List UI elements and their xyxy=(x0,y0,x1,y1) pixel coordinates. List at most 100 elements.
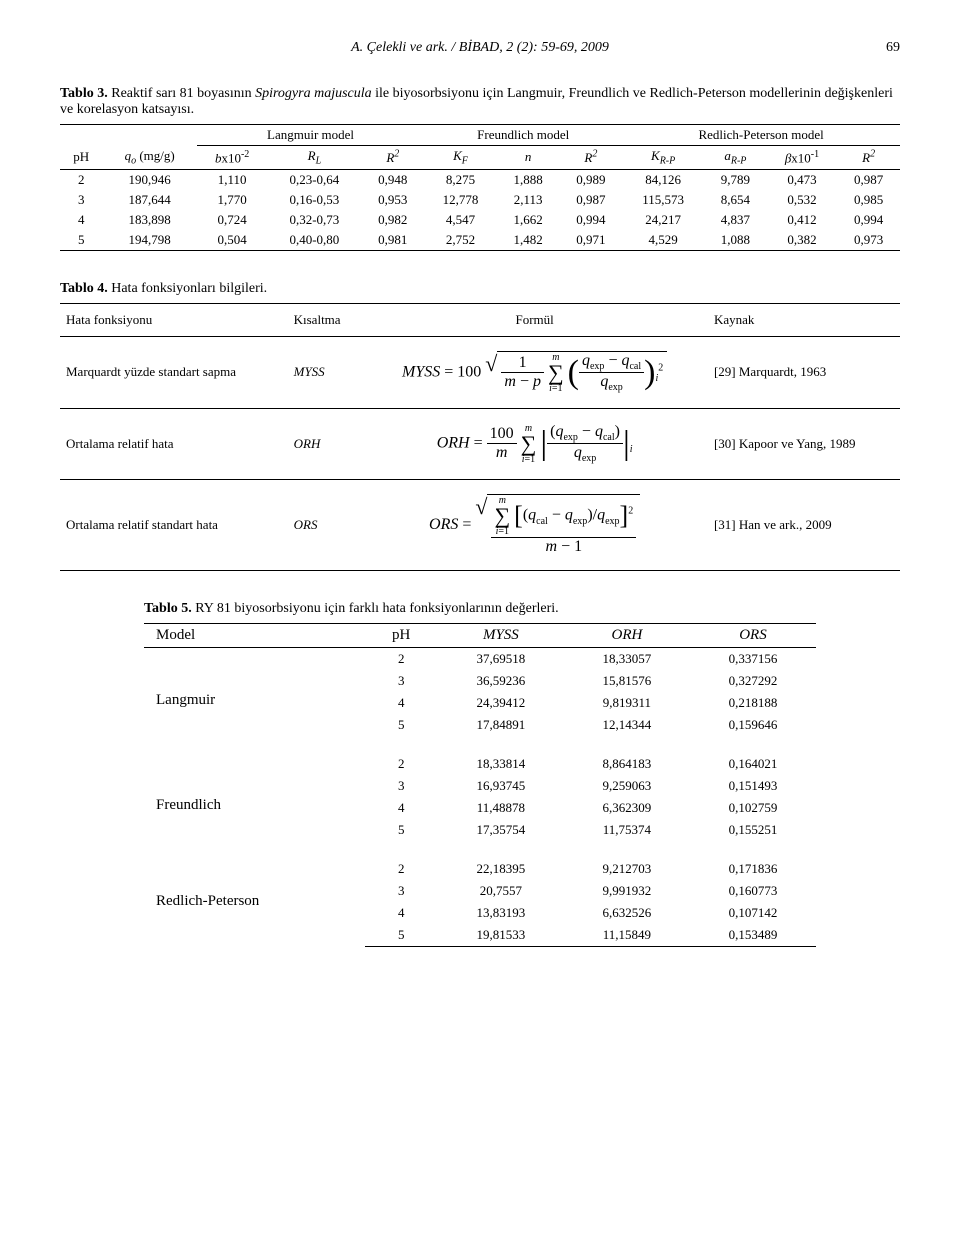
table3-cell: 0,987 xyxy=(560,190,623,210)
table4-orh-ref: [30] Kapoor ve Yang, 1989 xyxy=(708,408,900,479)
table4-myss-abbr: MYSS xyxy=(288,336,362,408)
table3-col-krp: KR-P xyxy=(622,146,704,170)
table3-cell: 4,529 xyxy=(622,230,704,251)
table4-col-name: Hata fonksiyonu xyxy=(60,303,288,336)
table3-cell: 1,662 xyxy=(497,210,560,230)
table3-cell: 4,837 xyxy=(704,210,767,230)
table3-cell: 0,971 xyxy=(560,230,623,251)
table5-cell: 15,81576 xyxy=(564,670,690,692)
table3-col-r2c: R2 xyxy=(837,146,900,170)
table5-cell: 0,218188 xyxy=(690,692,816,714)
table5: Model pH MYSS ORH ORS Langmuir237,695181… xyxy=(144,623,816,947)
table4-myss-formula: MYSS = 100 √ 1m − p m∑i=1 (qexp − qcalqe… xyxy=(361,336,708,408)
table3-row: 3187,6441,7700,16-0,530,95312,7782,1130,… xyxy=(60,190,900,210)
table4-ors-ref: [31] Han ve ark., 2009 xyxy=(708,479,900,570)
table5-row: Langmuir237,6951818,330570,337156 xyxy=(144,647,816,670)
table5-cell: 37,69518 xyxy=(438,647,564,670)
table4-orh-name: Ortalama relatif hata xyxy=(60,408,288,479)
table5-cell: 3 xyxy=(365,670,438,692)
table5-cell: 20,7557 xyxy=(438,880,564,902)
table4: Hata fonksiyonu Kısaltma Formül Kaynak M… xyxy=(60,303,900,571)
table3-cell: 194,798 xyxy=(102,230,197,251)
table5-cell: 4 xyxy=(365,692,438,714)
table5-cell: 0,171836 xyxy=(690,858,816,880)
table4-caption: Tablo 4. Hata fonksiyonları bilgileri. xyxy=(60,281,900,297)
page-number: 69 xyxy=(886,40,900,56)
table3-cell: 0,994 xyxy=(837,210,900,230)
table4-col-formula: Formül xyxy=(361,303,708,336)
table5-label: Tablo 5. xyxy=(144,601,192,616)
table5-cell: 0,337156 xyxy=(690,647,816,670)
table5-col-ors: ORS xyxy=(690,623,816,647)
table3-cell: 0,382 xyxy=(767,230,837,251)
table5-cell: 5 xyxy=(365,819,438,858)
table3-row: 4183,8980,7240,32-0,730,9824,5471,6620,9… xyxy=(60,210,900,230)
table3-cell: 84,126 xyxy=(622,169,704,190)
table3-col-beta: βx10-1 xyxy=(767,146,837,170)
table5-cell: 18,33057 xyxy=(564,647,690,670)
table5-cell: 4 xyxy=(365,797,438,819)
table3-cell: 0,16-0,53 xyxy=(267,190,361,210)
table5-model-name: Redlich-Peterson xyxy=(144,858,365,947)
table4-col-ref: Kaynak xyxy=(708,303,900,336)
table5-cell: 6,632526 xyxy=(564,902,690,924)
table5-cell: 11,48878 xyxy=(438,797,564,819)
table3-col-arp: aR-P xyxy=(704,146,767,170)
table5-cell: 9,991932 xyxy=(564,880,690,902)
table3-cell: 0,982 xyxy=(361,210,424,230)
table3-col-r2a: R2 xyxy=(361,146,424,170)
table3-cell: 0,532 xyxy=(767,190,837,210)
table3-group-redlich: Redlich-Peterson model xyxy=(622,125,900,146)
table3-cell: 0,987 xyxy=(837,169,900,190)
table5-cell: 9,212703 xyxy=(564,858,690,880)
table3-col-b: bx10-2 xyxy=(197,146,267,170)
table5-cell: 5 xyxy=(365,714,438,753)
table5-cell: 8,864183 xyxy=(564,753,690,775)
table3-cell: 24,217 xyxy=(622,210,704,230)
table5-cell: 2 xyxy=(365,858,438,880)
table3-cell: 4,547 xyxy=(424,210,497,230)
table5-cell: 11,75374 xyxy=(564,819,690,858)
table4-myss-name: Marquardt yüzde standart sapma xyxy=(60,336,288,408)
table3-cell: 9,789 xyxy=(704,169,767,190)
table3-cell: 0,40-0,80 xyxy=(267,230,361,251)
table5-cell: 12,14344 xyxy=(564,714,690,753)
table5-row: Redlich-Peterson222,183959,2127030,17183… xyxy=(144,858,816,880)
table5-col-ph: pH xyxy=(365,623,438,647)
table3-row: 5194,7980,5040,40-0,800,9812,7521,4820,9… xyxy=(60,230,900,251)
table3-cell: 1,888 xyxy=(497,169,560,190)
table5-cell: 2 xyxy=(365,753,438,775)
table3-cell: 1,482 xyxy=(497,230,560,251)
table5-cell: 17,84891 xyxy=(438,714,564,753)
table5-cell: 13,83193 xyxy=(438,902,564,924)
table5-cell: 24,39412 xyxy=(438,692,564,714)
table4-row-ors: Ortalama relatif standart hata ORS ORS =… xyxy=(60,479,900,570)
table3-cell: 2,113 xyxy=(497,190,560,210)
table3-cell: 0,989 xyxy=(560,169,623,190)
table5-cell: 16,93745 xyxy=(438,775,564,797)
table3-cell: 0,504 xyxy=(197,230,267,251)
table5-cell: 5 xyxy=(365,924,438,947)
table4-row-orh: Ortalama relatif hata ORH ORH = 100m m∑i… xyxy=(60,408,900,479)
table3-cell: 3 xyxy=(60,190,102,210)
table3-cell: 0,981 xyxy=(361,230,424,251)
table3-caption-text: Reaktif sarı 81 boyasının Spirogyra maju… xyxy=(60,86,893,117)
table5-cell: 36,59236 xyxy=(438,670,564,692)
table3-group-langmuir: Langmuir model xyxy=(197,125,424,146)
table3-cell: 8,275 xyxy=(424,169,497,190)
table3-cell: 1,110 xyxy=(197,169,267,190)
table3-col-ph: pH xyxy=(60,146,102,170)
table3-cell: 1,770 xyxy=(197,190,267,210)
table5-cell: 0,102759 xyxy=(690,797,816,819)
table3-cell: 1,088 xyxy=(704,230,767,251)
table3-cell: 115,573 xyxy=(622,190,704,210)
table5-cell: 11,15849 xyxy=(564,924,690,947)
table5-col-model: Model xyxy=(144,623,365,647)
table3-col-kf: KF xyxy=(424,146,497,170)
table3-cell: 187,644 xyxy=(102,190,197,210)
table5-cell: 0,155251 xyxy=(690,819,816,858)
table5-cell: 0,160773 xyxy=(690,880,816,902)
table3-cell: 5 xyxy=(60,230,102,251)
table3-cell: 0,473 xyxy=(767,169,837,190)
table4-label: Tablo 4. xyxy=(60,281,108,296)
